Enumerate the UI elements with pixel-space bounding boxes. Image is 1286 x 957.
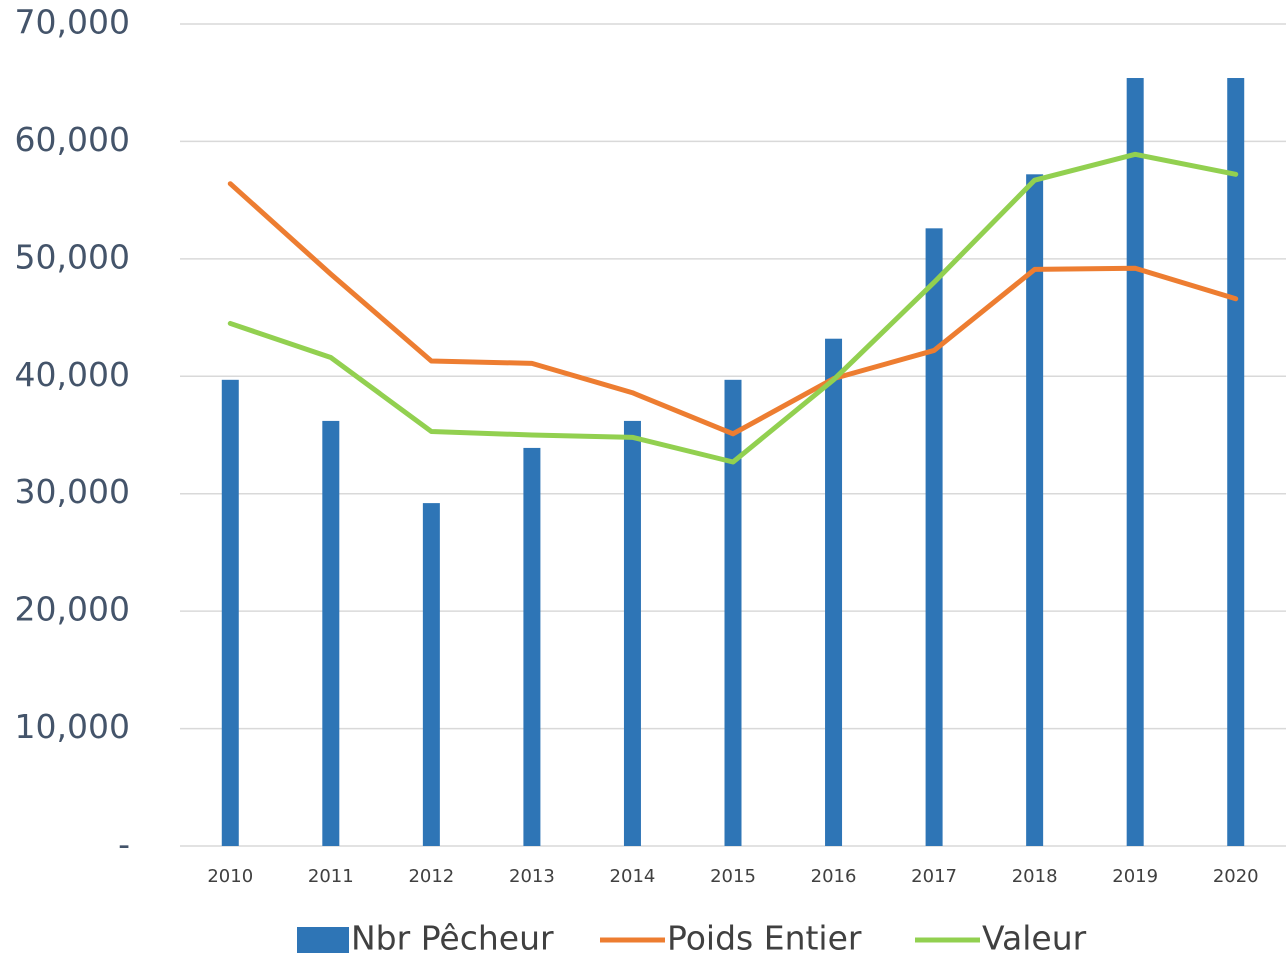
bar (724, 379, 742, 846)
line (227, 151, 1239, 465)
line (227, 181, 1239, 437)
bar (422, 503, 440, 846)
x-tick-label: 2011 (308, 866, 354, 887)
bar (925, 228, 943, 847)
x-tick-label: 2015 (710, 866, 756, 887)
x-tick-label: 2016 (811, 866, 857, 887)
legend-label: Valeur (982, 919, 1087, 957)
x-tick-label: 2012 (408, 866, 454, 887)
x-tick-label: 2010 (207, 866, 253, 887)
x-tick-label: 2018 (1012, 866, 1058, 887)
y-tick-label: 50,000 (15, 237, 130, 276)
x-tick-label: 2019 (1112, 866, 1158, 887)
y-tick-label: - (118, 825, 130, 864)
legend-swatch (297, 927, 349, 953)
bar (221, 379, 239, 846)
y-tick-label: 60,000 (15, 120, 130, 159)
bar (523, 447, 541, 846)
bar (1126, 78, 1144, 846)
y-tick-label: 10,000 (15, 707, 130, 746)
x-tick-label: 2013 (509, 866, 555, 887)
x-tick-label: 2014 (610, 866, 656, 887)
bar (623, 420, 641, 846)
y-tick-label: 40,000 (15, 355, 130, 394)
bar (1026, 174, 1044, 846)
y-tick-label: 70,000 (15, 3, 130, 42)
bar (1227, 78, 1245, 846)
y-tick-label: 30,000 (15, 472, 130, 511)
x-tick-label: 2017 (911, 866, 957, 887)
bar (322, 420, 340, 846)
legend-label: Nbr Pêcheur (351, 919, 554, 957)
x-tick-label: 2020 (1213, 866, 1259, 887)
legend-label: Poids Entier (667, 919, 862, 957)
bar (825, 338, 843, 846)
y-tick-label: 20,000 (15, 590, 130, 629)
